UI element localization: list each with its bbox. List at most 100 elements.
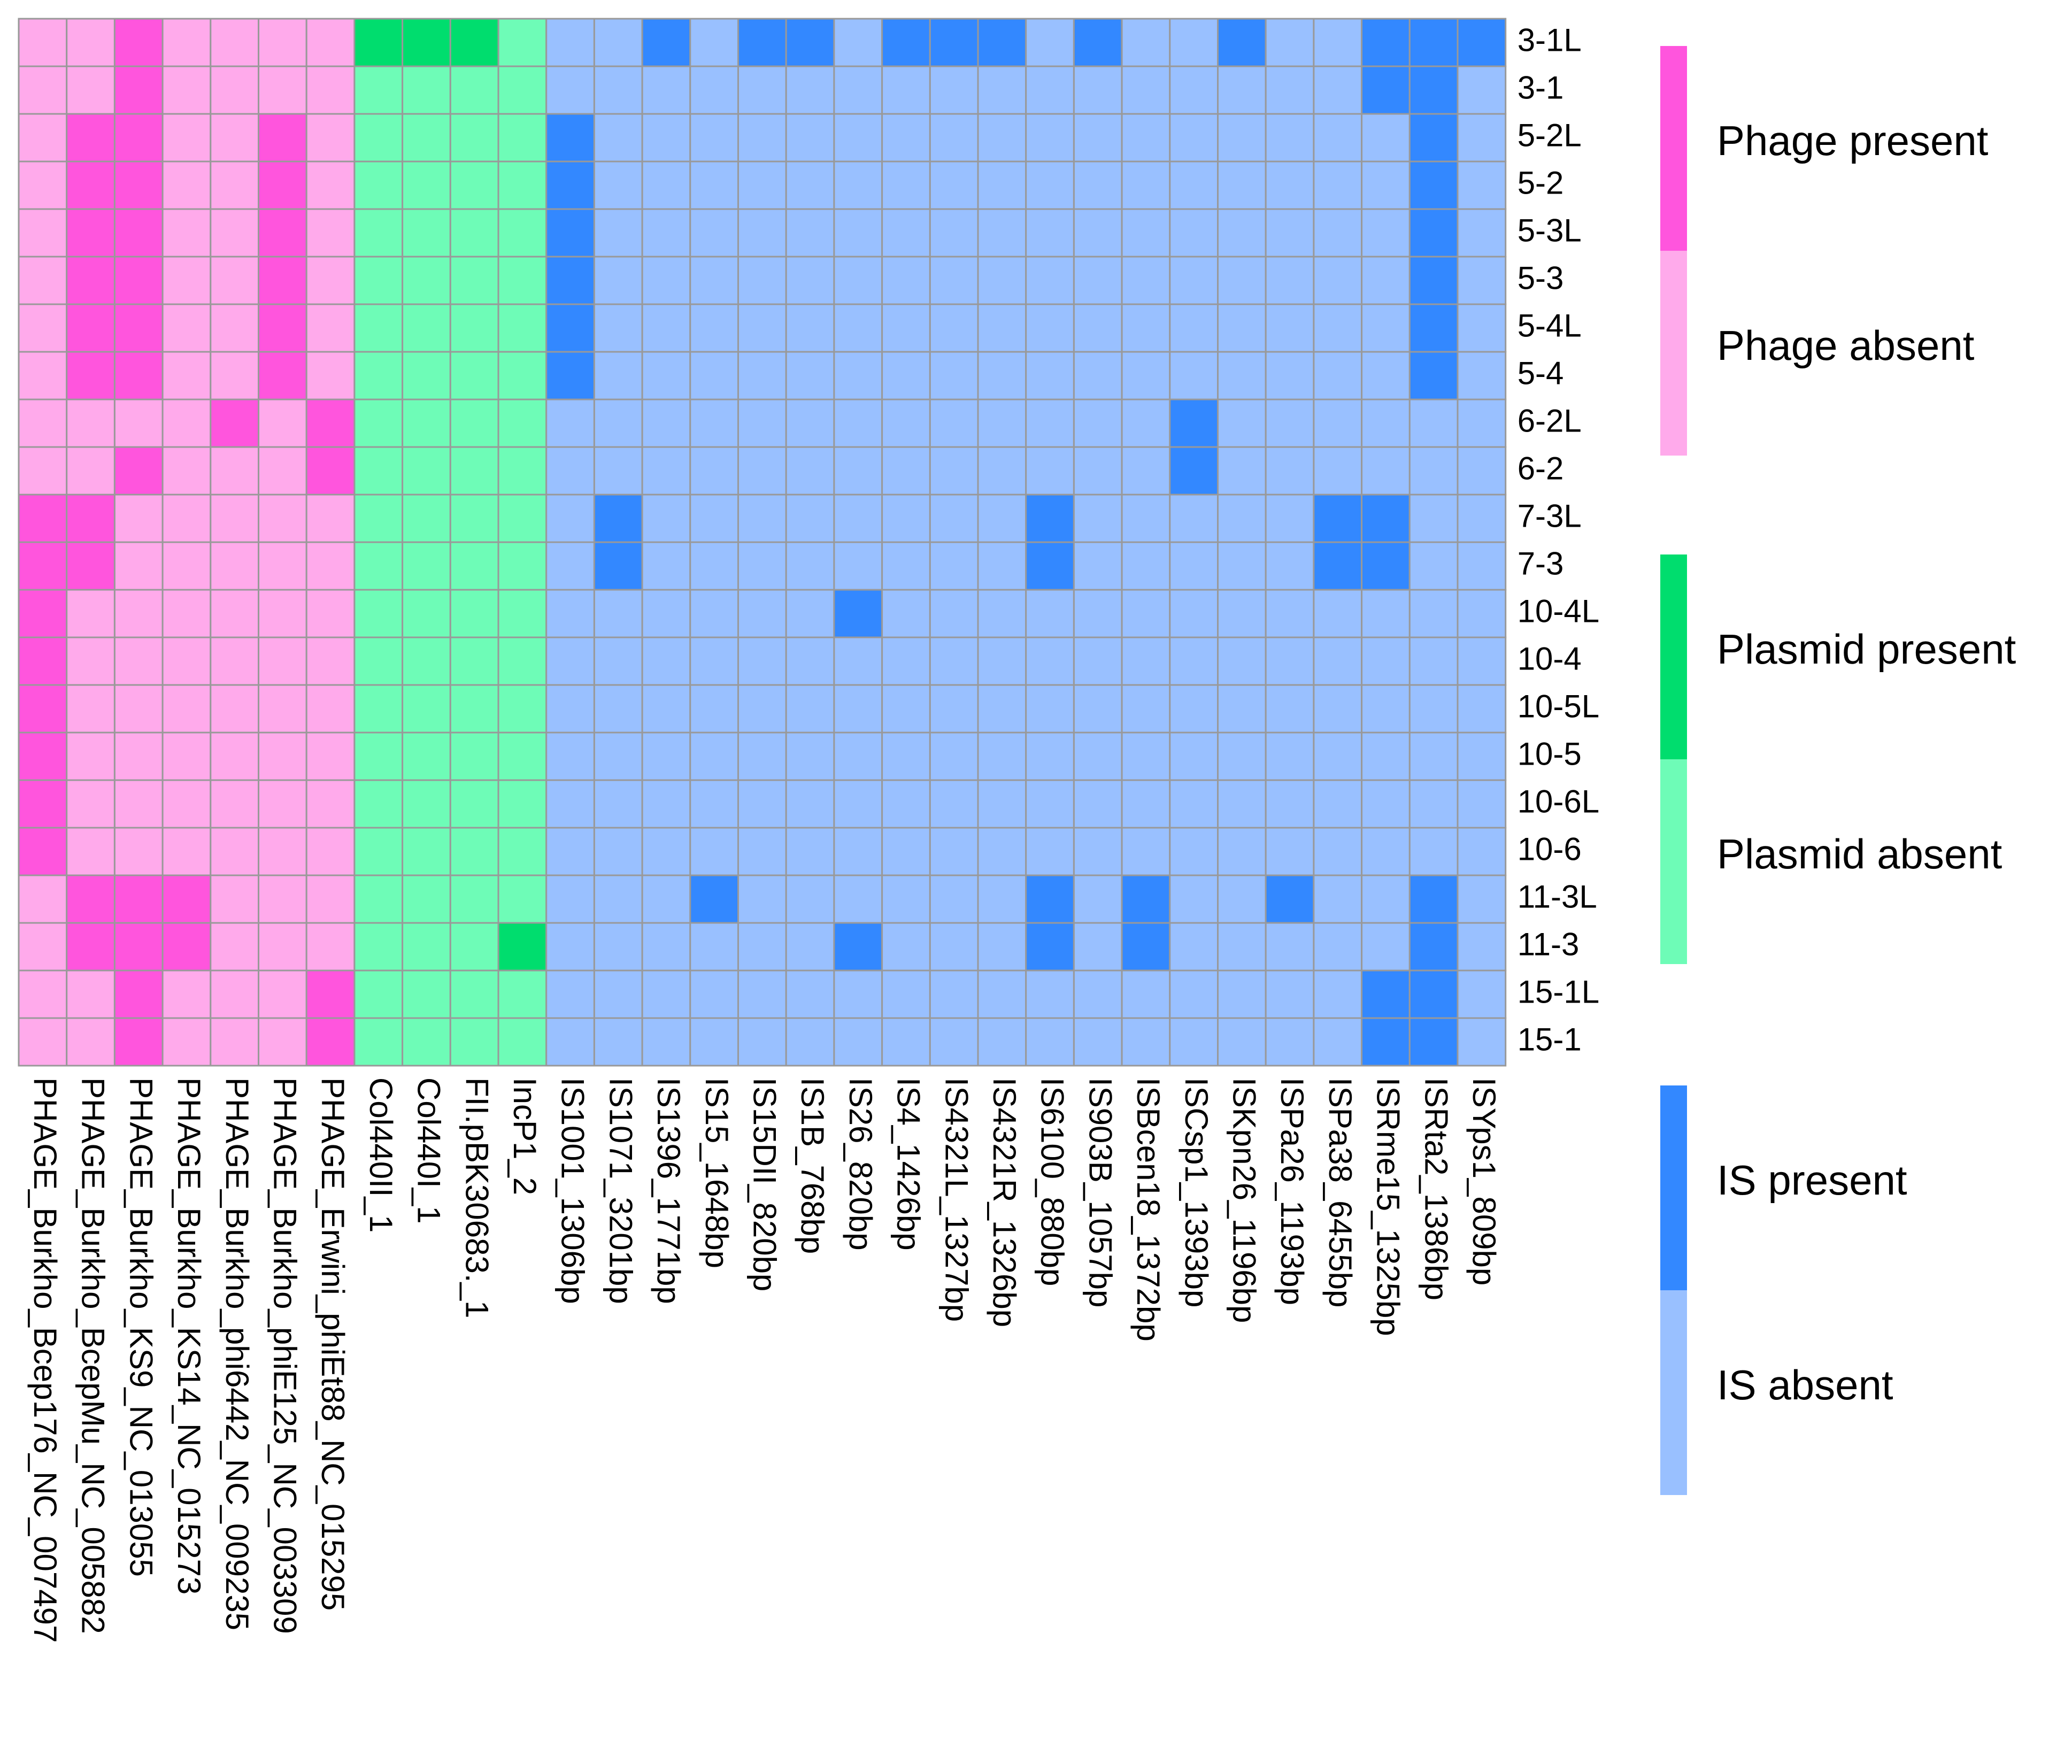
heatmap-cell: [881, 65, 931, 115]
heatmap-cell: [402, 969, 451, 1019]
heatmap-cell: [1408, 874, 1459, 924]
heatmap-cell: [1457, 827, 1507, 876]
heatmap-cell: [689, 922, 740, 972]
heatmap-cell: [833, 636, 883, 686]
heatmap-cell: [1265, 18, 1315, 67]
legend-label: IS present: [1717, 1157, 1907, 1204]
heatmap-cell: [258, 160, 307, 210]
heatmap-cell: [1217, 1017, 1267, 1067]
heatmap-cell: [929, 160, 979, 210]
heatmap-cell: [402, 874, 451, 924]
heatmap-cell: [449, 827, 499, 876]
heatmap-cell: [929, 922, 979, 972]
column-label: IS15_1648bp: [699, 1077, 735, 1268]
heatmap-cell: [1121, 303, 1171, 353]
heatmap-cell: [305, 969, 356, 1019]
heatmap-cell: [1073, 731, 1123, 781]
heatmap-cell: [1361, 779, 1411, 829]
heatmap-cell: [737, 65, 787, 115]
heatmap-cell: [689, 1017, 740, 1067]
heatmap-cell: [785, 398, 835, 448]
heatmap-cell: [449, 541, 499, 591]
heatmap-cell: [593, 160, 643, 210]
heatmap-cell: [641, 731, 691, 781]
heatmap-cell: [210, 1017, 259, 1067]
heatmap-cell: [161, 541, 212, 591]
heatmap-cell: [977, 779, 1027, 829]
heatmap-cell: [1121, 922, 1171, 972]
heatmap-cell: [1121, 541, 1171, 591]
heatmap-cell: [1265, 589, 1315, 638]
row-label: 10-4: [1518, 641, 1582, 676]
heatmap-cell: [402, 65, 451, 115]
heatmap-cell: [833, 969, 883, 1019]
heatmap-cell: [1361, 589, 1411, 638]
heatmap-cell: [1169, 541, 1219, 591]
heatmap-cell: [18, 494, 68, 543]
heatmap-cell: [161, 636, 212, 686]
heatmap-cell: [977, 922, 1027, 972]
heatmap-cell: [737, 541, 787, 591]
heatmap-cell: [1265, 65, 1315, 115]
heatmap-cell: [1121, 208, 1171, 258]
heatmap-cell: [258, 874, 307, 924]
heatmap-cell: [593, 731, 643, 781]
heatmap-cell: [113, 779, 164, 829]
heatmap-cell: [1073, 874, 1123, 924]
column-label: ISPa26_1193bp: [1274, 1077, 1310, 1305]
heatmap-cell: [66, 208, 115, 258]
heatmap-cell: [977, 351, 1027, 400]
row-label: 7-3: [1518, 545, 1564, 581]
heatmap-cell: [1217, 969, 1267, 1019]
heatmap-cell: [1169, 398, 1219, 448]
heatmap-cell: [881, 208, 931, 258]
heatmap-cell: [881, 303, 931, 353]
heatmap-cell: [353, 589, 404, 638]
legend-label: IS absent: [1717, 1361, 1893, 1408]
heatmap-cell: [929, 541, 979, 591]
heatmap-cell: [1265, 541, 1315, 591]
heatmap-cell: [929, 113, 979, 163]
heatmap-cell: [66, 541, 115, 591]
heatmap-cell: [497, 827, 548, 876]
heatmap-cell: [929, 827, 979, 876]
row-label: 3-1L: [1518, 22, 1582, 58]
heatmap-cell: [210, 589, 259, 638]
heatmap-cell: [1073, 446, 1123, 496]
heatmap-cell: [689, 398, 740, 448]
heatmap-cell: [545, 969, 595, 1019]
heatmap-cell: [113, 589, 164, 638]
row-label: 7-3L: [1518, 498, 1582, 534]
heatmap-cell: [305, 636, 356, 686]
heatmap-cell: [113, 731, 164, 781]
heatmap-cell: [641, 541, 691, 591]
heatmap-cell: [1361, 827, 1411, 876]
heatmap-cell: [881, 827, 931, 876]
heatmap-cell: [305, 827, 356, 876]
heatmap-cell: [402, 922, 451, 972]
heatmap-cell: [1265, 874, 1315, 924]
heatmap-cell: [258, 446, 307, 496]
heatmap-cell: [305, 779, 356, 829]
heatmap-cell: [1313, 779, 1363, 829]
heatmap-cell: [305, 256, 356, 305]
heatmap-cell: [785, 446, 835, 496]
heatmap-cell: [402, 541, 451, 591]
heatmap-cell: [497, 160, 548, 210]
heatmap-cell: [1217, 589, 1267, 638]
heatmap-cell: [545, 160, 595, 210]
heatmap-cell: [305, 922, 356, 972]
row-label: 6-2: [1518, 450, 1564, 486]
heatmap-cell: [737, 589, 787, 638]
heatmap-cell: [1073, 779, 1123, 829]
heatmap-cell: [210, 541, 259, 591]
column-label: IS1B_768bp: [795, 1077, 830, 1254]
heatmap-cell: [210, 684, 259, 734]
heatmap-cell: [1169, 636, 1219, 686]
heatmap-cell: [18, 731, 68, 781]
heatmap-cell: [785, 969, 835, 1019]
heatmap-cell: [210, 446, 259, 496]
heatmap-cell: [545, 446, 595, 496]
heatmap-cell: [833, 589, 883, 638]
heatmap-cell: [929, 18, 979, 67]
